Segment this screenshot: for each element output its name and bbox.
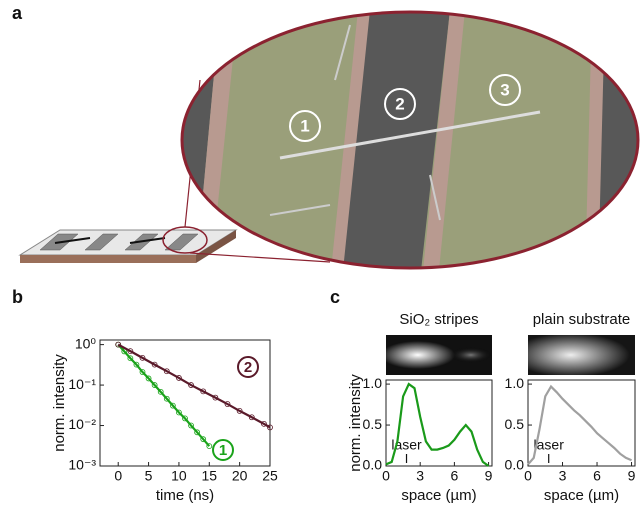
panel-label: b: [12, 287, 23, 307]
panel-label: c: [330, 287, 340, 307]
panel-title: plain substrate: [533, 311, 631, 328]
region-label: 3: [500, 80, 509, 99]
x-tick-label: 25: [262, 468, 278, 484]
x-tick-label: 10: [171, 468, 187, 484]
x-tick-label: 0: [114, 468, 122, 484]
plot-frame: [386, 380, 492, 466]
x-tick-label: 15: [201, 468, 217, 484]
x-tick-label: 3: [559, 468, 567, 484]
x-tick-label: 9: [485, 468, 493, 484]
pl-image: [386, 335, 492, 375]
y-tick-label: 10⁻²: [68, 416, 96, 432]
x-tick-label: 9: [628, 468, 636, 484]
legend-label: 2: [244, 359, 252, 376]
x-tick-label: 6: [450, 468, 458, 484]
x-tick-label: 3: [416, 468, 424, 484]
sem-image: [20, 10, 640, 280]
y-tick-label: 10⁰: [75, 335, 97, 351]
region-label: 1: [300, 116, 309, 135]
legend-label: 1: [219, 442, 227, 459]
series-line: [386, 384, 489, 466]
region-label: 2: [395, 94, 404, 113]
pl-image: [528, 335, 635, 375]
x-tick-label: 5: [145, 468, 153, 484]
x-tick-label: 6: [593, 468, 601, 484]
x-tick-label: 0: [382, 468, 390, 484]
x-axis-label: space (µm): [401, 487, 476, 504]
y-tick-label: 10⁻¹: [68, 376, 96, 392]
y-tick-label: 0.0: [505, 457, 525, 473]
y-tick-label: 10⁻³: [68, 457, 96, 473]
figure: a b c 1 2: [0, 0, 642, 510]
y-axis-label: norm. intensity: [51, 354, 68, 452]
y-tick-label: 0.5: [363, 416, 383, 432]
y-tick-label: 1.0: [363, 375, 383, 391]
y-tick-label: 0.0: [363, 457, 383, 473]
x-tick-label: 0: [524, 468, 532, 484]
y-tick-label: 0.5: [505, 416, 525, 432]
y-axis-label: norm. intensity: [347, 374, 364, 472]
panel-title: SiO₂ stripes: [399, 311, 478, 328]
y-tick-label: 1.0: [505, 375, 525, 391]
x-axis-label: space (µm): [544, 487, 619, 504]
x-tick-label: 20: [232, 468, 248, 484]
x-axis-label: time (ns): [156, 487, 214, 504]
panel-label: a: [12, 3, 23, 23]
